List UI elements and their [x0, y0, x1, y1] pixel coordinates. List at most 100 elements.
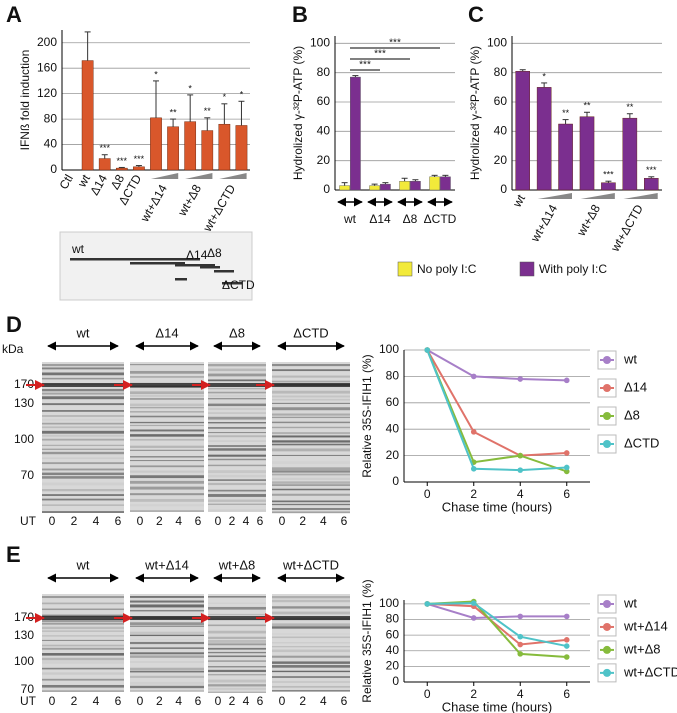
significance: * [154, 69, 158, 79]
significance: ** [562, 108, 570, 118]
bar [218, 123, 231, 171]
y-tick-label: 0 [392, 674, 399, 688]
gel-band [208, 422, 266, 424]
gel-band [42, 616, 124, 620]
lane-label: 2 [299, 694, 306, 708]
gel-band [272, 636, 350, 639]
gel-band [130, 681, 204, 685]
gel-band [208, 602, 266, 604]
gel-band [272, 416, 350, 419]
lane-label: 2 [229, 514, 236, 528]
legend-label: wt+ΔCTD [623, 664, 677, 679]
gel-band [130, 625, 204, 627]
gel-band [42, 396, 124, 400]
gel-band [42, 392, 124, 395]
lane-label: 2 [71, 694, 78, 708]
gel-band [208, 660, 266, 662]
blot-band [70, 258, 200, 261]
blot-label: Δ14 [186, 248, 208, 262]
gel-band [272, 611, 350, 615]
gel-band [272, 646, 350, 648]
legend-label: No poly I:C [417, 262, 477, 276]
y-tick-label: 20 [494, 153, 508, 167]
x-tick-label: Ctl [56, 172, 75, 192]
y-tick-label: 40 [386, 643, 400, 657]
kda-label: kDa [2, 342, 24, 356]
gel-band [130, 685, 204, 689]
y-tick-label: 0 [50, 162, 57, 176]
gel-band [208, 647, 266, 650]
bar [133, 166, 145, 171]
significance: *** [603, 170, 614, 180]
gel-band [42, 372, 124, 376]
marker-label: 170 [14, 377, 34, 391]
group-label: wt+ΔCTD [282, 557, 339, 572]
y-tick-label: 80 [494, 65, 508, 79]
y-tick-label: 20 [386, 448, 400, 462]
gel-band [208, 407, 266, 411]
lane-label: 6 [257, 514, 264, 528]
gel-band [272, 661, 350, 664]
gel-band [42, 367, 124, 370]
gel-band [272, 665, 350, 668]
blot-band [130, 262, 185, 265]
point [517, 641, 524, 648]
x-tick-label: wt+ΔCTD [200, 182, 239, 235]
gel-band [208, 387, 266, 390]
y-tick-label: 120 [37, 86, 57, 100]
x-tick-label: 4 [517, 487, 524, 501]
legend-label: ΔCTD [624, 435, 659, 450]
y-tick-label: 40 [317, 124, 331, 138]
gel-band [208, 397, 266, 400]
y-axis-title: Hydrolized γ-³²P-ATP (%) [468, 46, 482, 180]
gel-band [208, 368, 266, 372]
lane-label: 6 [257, 694, 264, 708]
gel-band [208, 684, 266, 687]
gel-band [272, 488, 350, 491]
gel-band [130, 445, 204, 448]
gel-band [208, 470, 266, 474]
y-tick-label: 80 [386, 369, 400, 383]
gel-band [208, 494, 266, 497]
series-line [427, 602, 567, 648]
lane-label: 6 [341, 514, 348, 528]
gel-band [130, 460, 204, 462]
gel-band [130, 641, 204, 645]
gel-band [208, 655, 266, 658]
gel-band [42, 647, 124, 650]
gel-band [130, 609, 204, 612]
gel-band [42, 619, 124, 623]
blot-band [214, 270, 234, 273]
gel-band [208, 394, 266, 397]
marker-label: 130 [14, 628, 34, 642]
bar [440, 176, 451, 191]
panel-label: C [468, 2, 484, 27]
x-tick-label: wt [343, 212, 357, 226]
y-tick-label: 200 [37, 35, 57, 49]
lane-label: 4 [243, 514, 250, 528]
gel-band [42, 498, 124, 501]
y-tick-label: 20 [386, 659, 400, 673]
series-line [426, 602, 567, 619]
significance: * [240, 90, 244, 100]
point [563, 377, 570, 384]
gel-band [42, 415, 124, 417]
gel-band [42, 434, 124, 437]
gel-band [208, 606, 266, 610]
point [517, 633, 524, 640]
gel-band [130, 424, 204, 427]
gel-band [130, 600, 204, 603]
y-tick-label: 60 [386, 395, 400, 409]
dose-wedge [537, 193, 572, 199]
bar [350, 76, 361, 191]
gel-band [272, 380, 350, 383]
gel-band [42, 388, 124, 392]
x-axis-title: Chase time (hours) [442, 499, 553, 514]
gel-band [208, 426, 266, 429]
panel-label: B [292, 2, 308, 27]
gel-band [130, 655, 204, 658]
gel-band [208, 691, 266, 693]
gel-band [208, 666, 266, 668]
gel-band [130, 376, 204, 378]
lane-label: 4 [93, 514, 100, 528]
